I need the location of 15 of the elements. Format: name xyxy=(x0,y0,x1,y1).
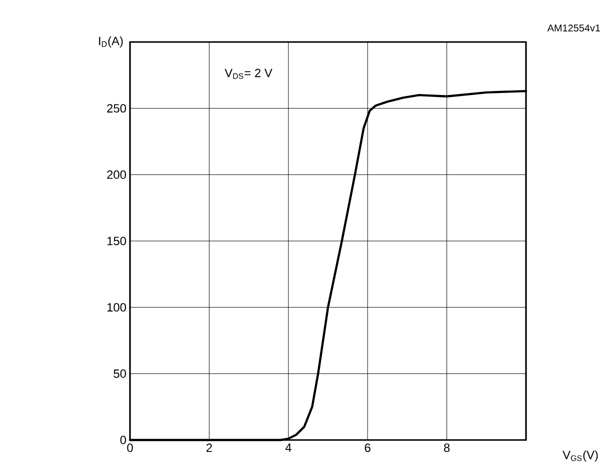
y-tick-label: 250 xyxy=(107,104,126,113)
x-tick-label: 0 xyxy=(127,444,133,452)
y-axis-title: I$_{D}$(A) xyxy=(99,36,123,48)
annotation: V$_{DS}$= 2 V xyxy=(224,68,272,79)
x-tick-label: 6 xyxy=(364,444,370,452)
y-tick-label: 150 xyxy=(107,236,126,246)
x-axis-title: V$_{GS}$(V) xyxy=(562,450,598,462)
text: AM12554v1 xyxy=(547,24,600,32)
y-tick-label: 0 xyxy=(120,436,126,444)
x-tick-label: 8 xyxy=(444,444,450,452)
y-tick-label: 100 xyxy=(107,303,126,312)
y-tick-label: 50 xyxy=(114,369,126,378)
x-tick-label: 2 xyxy=(206,444,212,452)
y-tick-label: 200 xyxy=(107,170,126,179)
x-tick-label: 4 xyxy=(285,444,292,452)
